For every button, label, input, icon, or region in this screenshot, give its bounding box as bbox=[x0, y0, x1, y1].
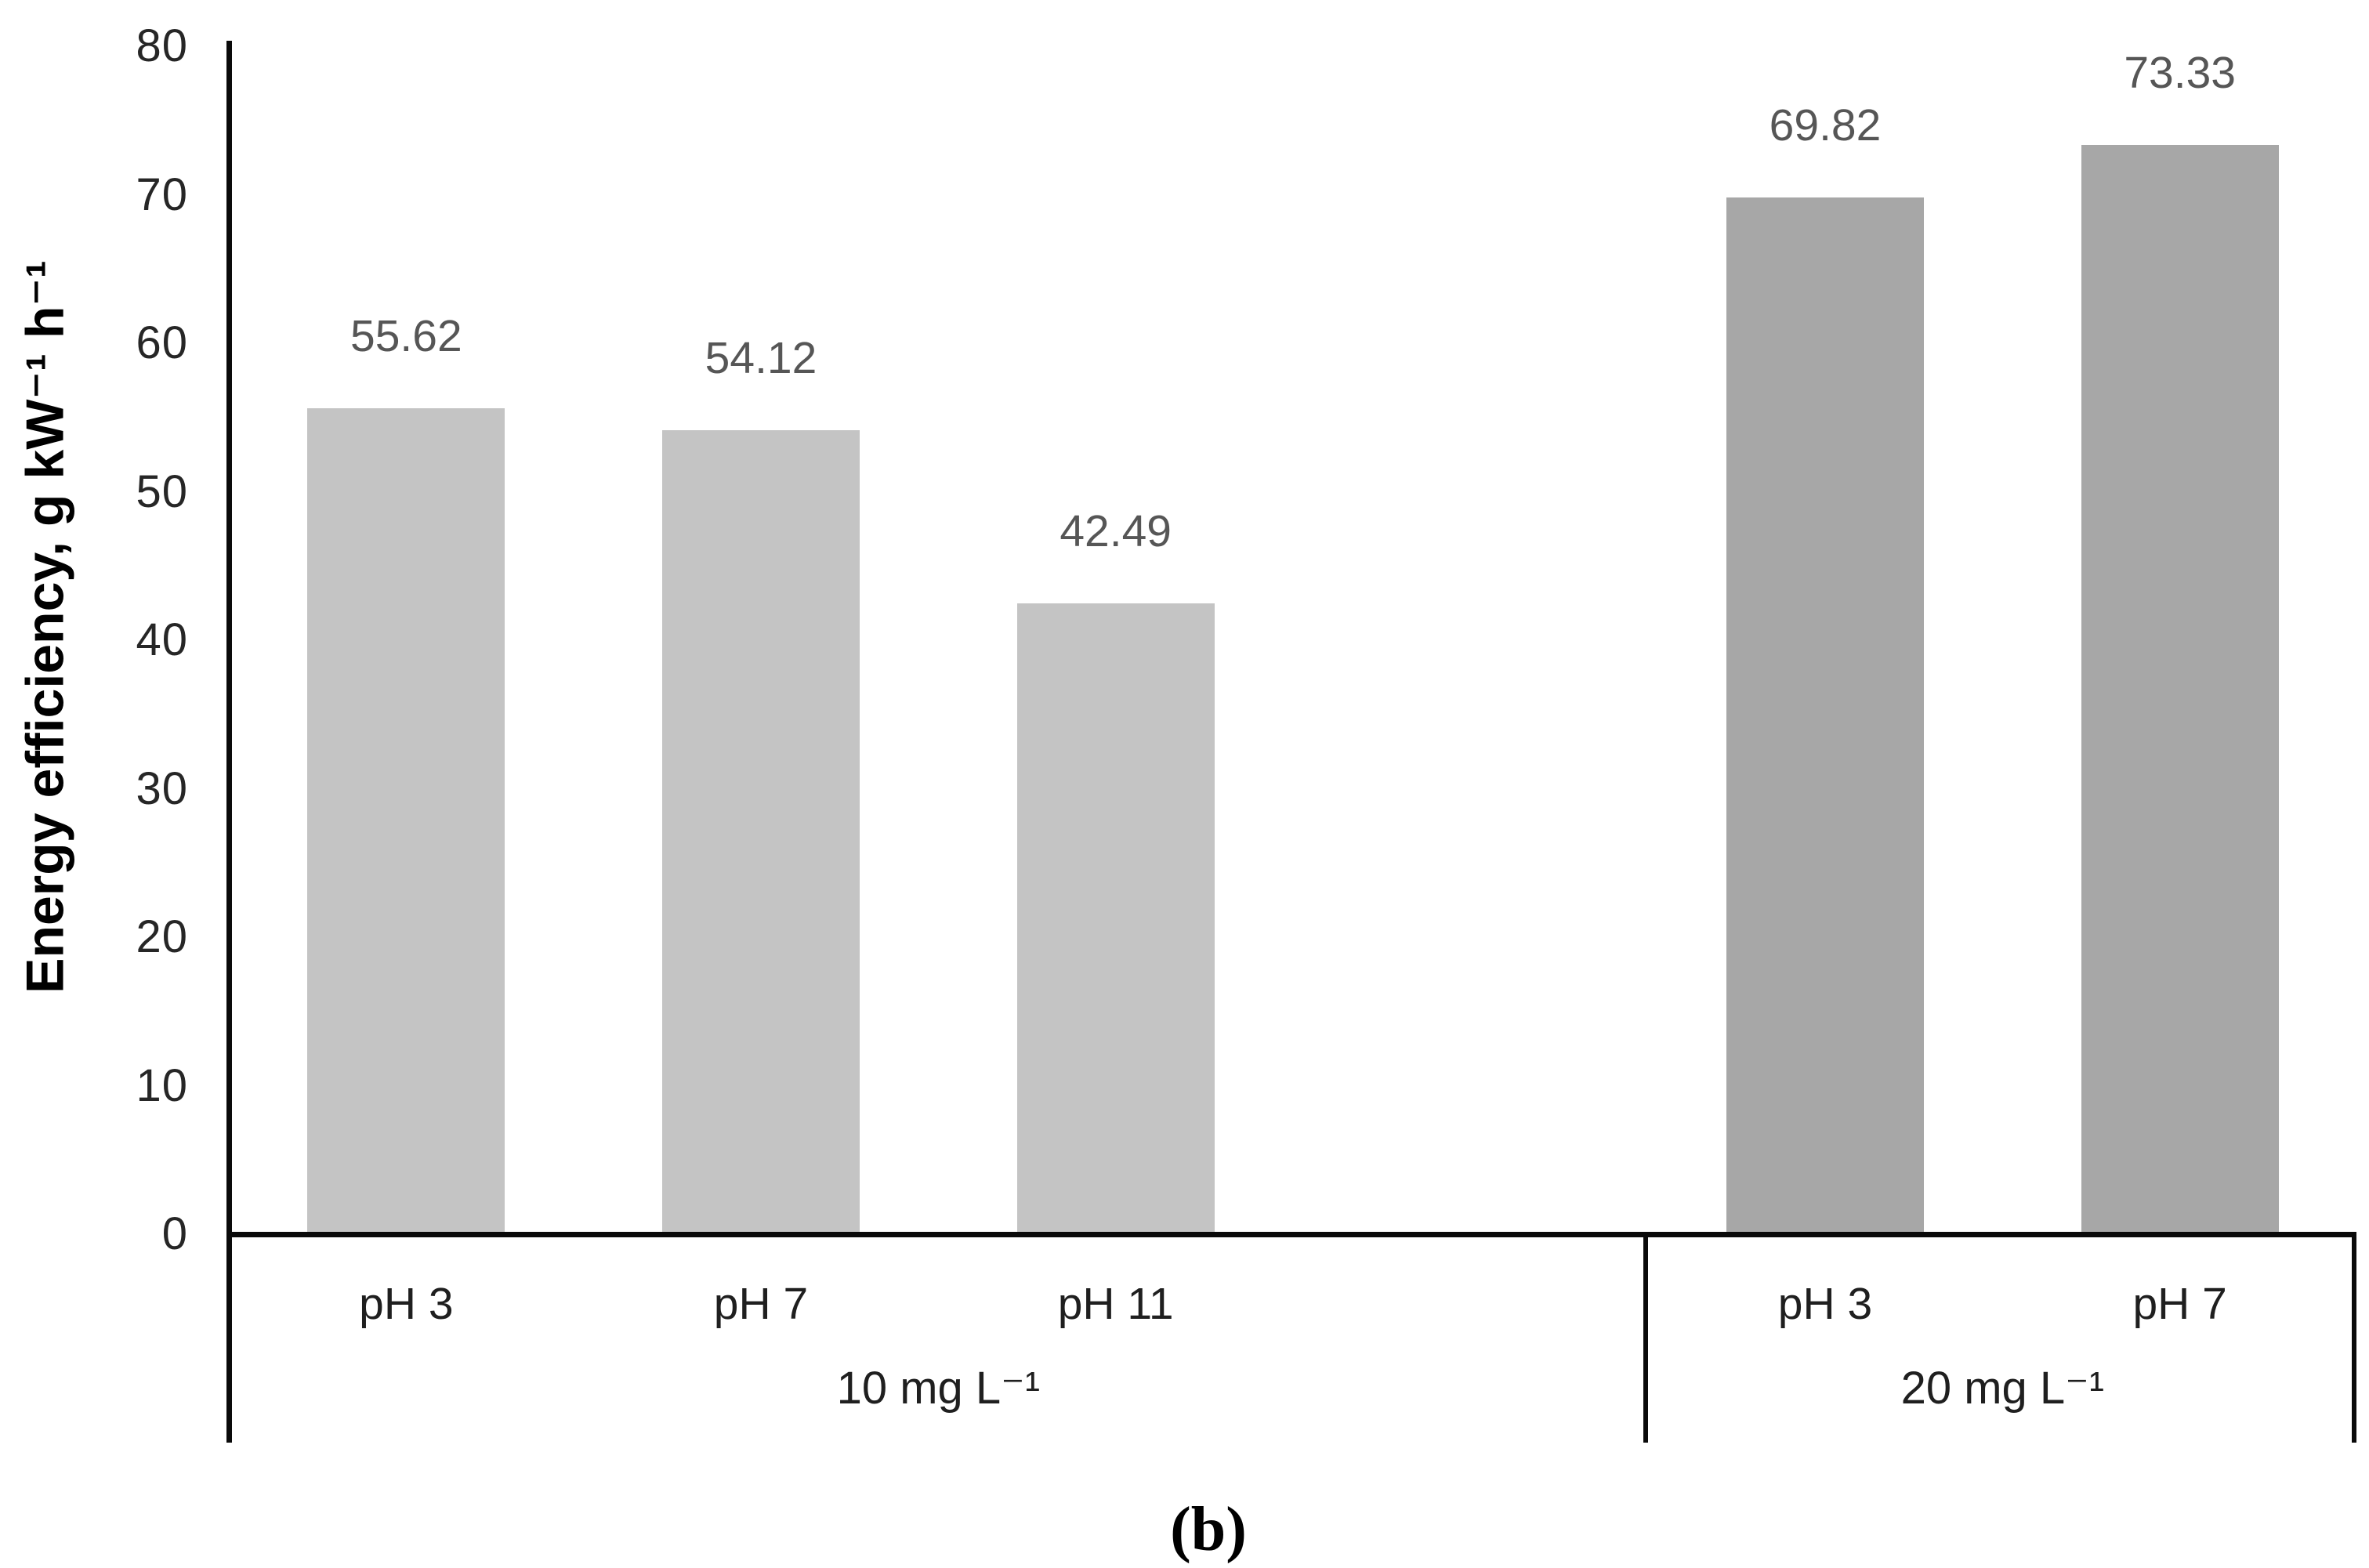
y-tick-label: 40 bbox=[136, 614, 188, 665]
bar-value-label: 42.49 bbox=[1060, 505, 1172, 556]
category-label: pH 3 bbox=[1777, 1279, 1873, 1329]
y-tick-label: 80 bbox=[136, 20, 188, 71]
group-label: 20 mg L⁻¹ bbox=[1900, 1363, 2105, 1414]
bar bbox=[307, 408, 505, 1232]
y-tick-label: 50 bbox=[136, 465, 188, 517]
y-tick-label: 0 bbox=[161, 1208, 188, 1259]
category-label: pH 7 bbox=[2132, 1279, 2227, 1329]
category-axis-right-line bbox=[2352, 1237, 2356, 1443]
y-tick-label: 70 bbox=[136, 168, 188, 220]
bar bbox=[2081, 145, 2279, 1232]
bar-value-label: 54.12 bbox=[705, 333, 817, 384]
bar bbox=[1016, 603, 1215, 1232]
bar bbox=[662, 430, 860, 1232]
y-tick-label: 60 bbox=[136, 317, 188, 368]
category-label: pH 7 bbox=[713, 1279, 809, 1329]
y-axis-line bbox=[226, 41, 232, 1443]
figure-label: (b) bbox=[1170, 1495, 1247, 1564]
y-tick-label: 20 bbox=[136, 911, 188, 962]
category-label: pH 11 bbox=[1057, 1279, 1174, 1329]
bar bbox=[1726, 197, 1924, 1232]
bar-value-label: 69.82 bbox=[1769, 100, 1882, 150]
y-tick-label: 10 bbox=[136, 1059, 188, 1111]
bar-value-label: 55.62 bbox=[350, 311, 462, 361]
x-axis-baseline bbox=[226, 1232, 2356, 1237]
group-label: 10 mg L⁻¹ bbox=[836, 1363, 1041, 1414]
group-divider-line bbox=[1643, 1237, 1648, 1443]
bar-value-label: 73.33 bbox=[2124, 48, 2236, 99]
y-tick-label: 30 bbox=[136, 762, 188, 814]
category-label: pH 3 bbox=[359, 1279, 454, 1329]
